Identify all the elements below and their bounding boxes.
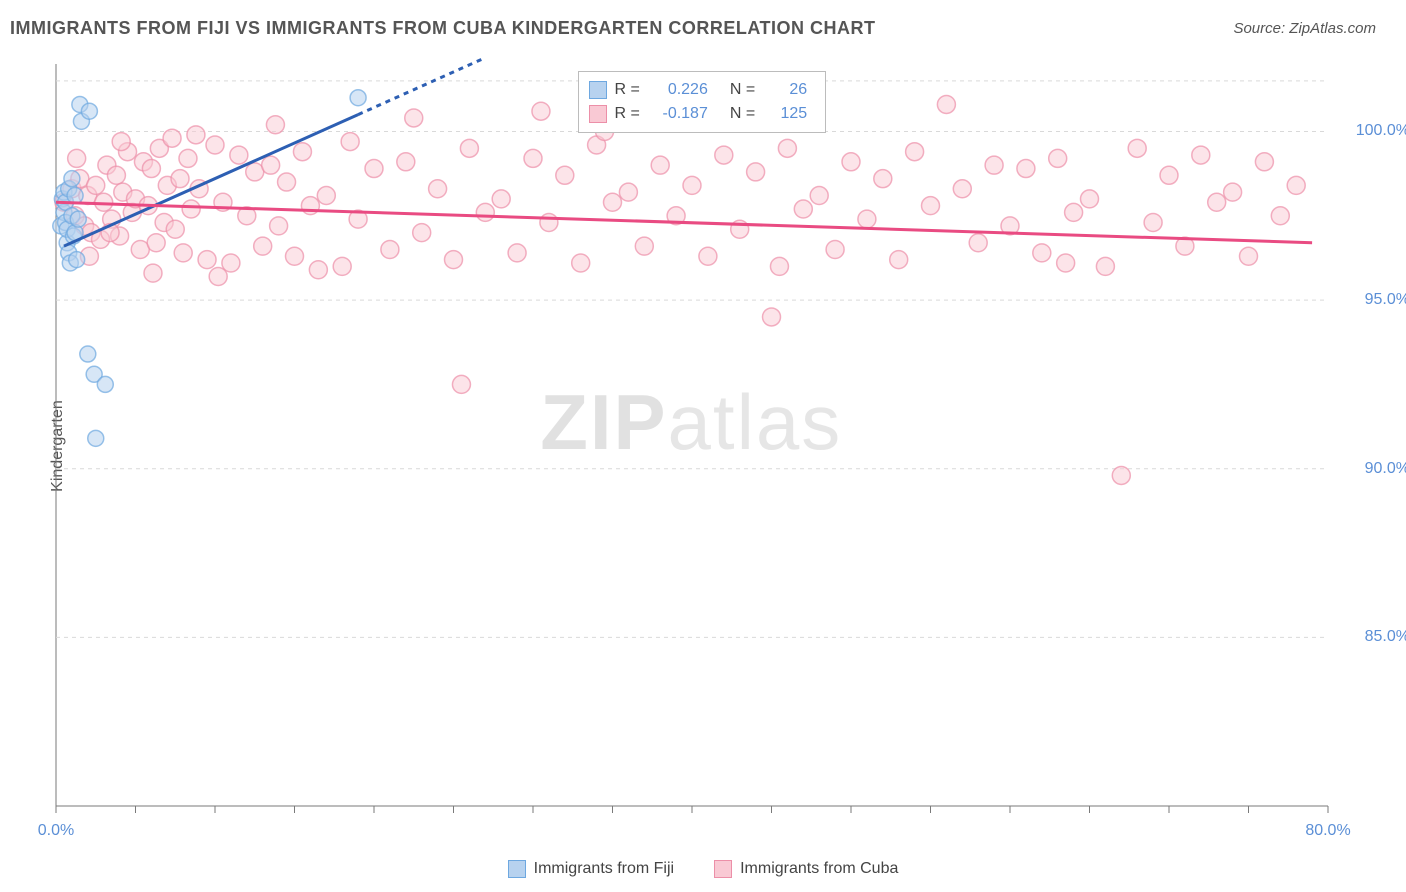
y-tick-label: 95.0% xyxy=(1340,291,1406,309)
y-tick-label: 100.0% xyxy=(1340,122,1406,140)
legend-row: R = 0.226 N = 26 xyxy=(589,78,812,102)
x-tick-label: 0.0% xyxy=(38,822,74,840)
x-tick-label: 80.0% xyxy=(1305,822,1350,840)
legend-r-value: -0.187 xyxy=(652,102,708,126)
legend-n-value: 26 xyxy=(767,78,807,102)
y-tick-label: 90.0% xyxy=(1340,460,1406,478)
chart-title: IMMIGRANTS FROM FIJI VS IMMIGRANTS FROM … xyxy=(10,18,875,39)
correlation-legend-box: R = 0.226 N = 26 R = -0.187 N = 125 xyxy=(578,71,827,133)
source-label: Source: ZipAtlas.com xyxy=(1233,18,1376,37)
legend-n-label: N = xyxy=(730,78,755,102)
legend-swatch xyxy=(508,860,526,878)
legend-n-value: 125 xyxy=(767,102,807,126)
legend-n-label: N = xyxy=(730,102,755,126)
bottom-legend-item: Immigrants from Fiji xyxy=(508,860,674,878)
legend-row: R = -0.187 N = 125 xyxy=(589,102,812,126)
y-tick-label: 85.0% xyxy=(1340,628,1406,646)
plot-area: ZIPatlas 85.0%90.0%95.0%100.0% 0.0%80.0%… xyxy=(50,58,1340,818)
legend-r-value: 0.226 xyxy=(652,78,708,102)
legend-swatch xyxy=(589,105,607,123)
scatter-chart-svg xyxy=(50,58,1340,818)
legend-swatch xyxy=(714,860,732,878)
bottom-legend: Immigrants from Fiji Immigrants from Cuba xyxy=(0,860,1406,878)
legend-r-label: R = xyxy=(615,102,640,126)
bottom-legend-label: Immigrants from Fiji xyxy=(534,860,674,878)
legend-swatch xyxy=(589,81,607,99)
bottom-legend-item: Immigrants from Cuba xyxy=(714,860,898,878)
title-bar: IMMIGRANTS FROM FIJI VS IMMIGRANTS FROM … xyxy=(0,0,1406,49)
bottom-legend-label: Immigrants from Cuba xyxy=(740,860,898,878)
legend-r-label: R = xyxy=(615,78,640,102)
